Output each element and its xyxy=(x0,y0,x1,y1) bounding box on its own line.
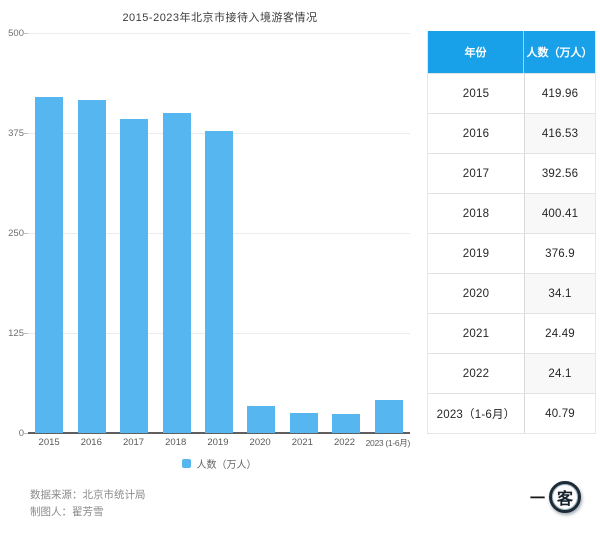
table-cell-count: 400.41 xyxy=(524,194,595,233)
bar-2017[interactable] xyxy=(120,118,149,433)
y-tick-label: 0 xyxy=(18,428,24,439)
table-row: 2018 400.41 xyxy=(428,193,595,233)
table-cell-count: 392.56 xyxy=(524,154,595,193)
bar-2022[interactable] xyxy=(332,413,361,433)
y-tick-label: 375 xyxy=(8,128,24,139)
table-header-count: 人数（万人） xyxy=(526,47,593,59)
table-cell-count: 416.53 xyxy=(524,114,595,153)
x-tick-label: 2021 xyxy=(291,437,313,448)
table-cell-year: 2017 xyxy=(462,167,490,180)
plot-area xyxy=(28,33,410,434)
data-source-text: 数据来源：北京市统计局 xyxy=(30,489,146,501)
table-cell-count: 34.1 xyxy=(524,274,595,313)
x-tick-label: 2017 xyxy=(122,437,145,448)
bar-2020[interactable] xyxy=(247,405,276,433)
table-cell-count: 419.96 xyxy=(524,74,595,113)
table-cell-year: 2022 xyxy=(462,367,490,380)
y-tick-mark xyxy=(23,33,28,34)
bar-group xyxy=(155,33,197,433)
bar-group xyxy=(70,33,112,433)
table-cell-year: 2019 xyxy=(462,247,490,260)
table-cell-year: 2023（1-6月） xyxy=(436,408,516,421)
y-tick-mark xyxy=(23,433,28,434)
table-body: 2015 419.96 2016 416.53 2017 392.56 2018 400.41… xyxy=(428,73,595,433)
chart-title: 2015-2023年北京市接待入境游客情况 xyxy=(122,12,318,24)
table-row: 2020 34.1 xyxy=(428,273,595,313)
table-cell-year: 2015 xyxy=(462,87,490,100)
bar-group xyxy=(240,33,282,433)
footer-credits: 数据来源：北京市统计局 制图人：翟芳雪 xyxy=(30,487,146,521)
legend-swatch xyxy=(181,459,191,468)
bar-group xyxy=(325,33,367,433)
bar-group xyxy=(113,33,155,433)
table-header-row: 年份 人数（万人） xyxy=(428,31,595,73)
bar-2015[interactable] xyxy=(35,97,64,433)
table-header-year: 年份 xyxy=(428,31,524,73)
bar-2018[interactable] xyxy=(162,112,191,433)
table-cell-year: 2020 xyxy=(462,287,490,300)
bar-group xyxy=(28,33,70,433)
y-tick-label: 250 xyxy=(8,228,24,239)
yike-logo: 一 客 xyxy=(530,481,582,513)
chart-legend: 人数（万人） xyxy=(28,456,410,471)
table-cell-year: 2021 xyxy=(462,327,490,340)
table-row: 2015 419.96 xyxy=(428,73,595,113)
gridline-0 xyxy=(28,432,410,434)
bar-chart: 2015-2023年北京市接待入境游客情况 2015 2016 2017 2018 20… xyxy=(8,12,411,471)
legend-label: 人数（万人） xyxy=(196,460,257,471)
table-cell-count: 376.9 xyxy=(524,234,595,273)
gridline-500 xyxy=(28,33,410,34)
table-row: 2019 376.9 xyxy=(428,233,595,273)
x-tick-label: 2016 xyxy=(80,437,102,448)
x-tick-label: 2019 xyxy=(207,437,229,448)
y-tick-label: 125 xyxy=(8,328,24,339)
table-cell-count: 24.1 xyxy=(524,354,595,393)
bar-2016[interactable] xyxy=(77,99,106,433)
logo-circle-glyph: 客 xyxy=(549,481,582,513)
data-table: 年份 人数（万人） 2015 419.96 2016 416.53 2017 392.56… xyxy=(427,31,596,434)
x-tick-label: 2022 xyxy=(333,437,356,448)
bar-group xyxy=(198,33,240,433)
bar-2021[interactable] xyxy=(289,413,318,433)
x-tick-label: 2023 (1-6月) xyxy=(365,438,411,448)
bar-2023 (1-6月)[interactable] xyxy=(374,400,403,433)
bar-group xyxy=(283,33,325,433)
table-row: 2023（1-6月） 40.79 xyxy=(428,393,595,433)
table-row: 2016 416.53 xyxy=(428,113,595,153)
table-row: 2022 24.1 xyxy=(428,353,595,393)
table-cell-count: 40.79 xyxy=(524,394,595,433)
bar-group xyxy=(368,33,410,433)
table-cell-count: 24.49 xyxy=(524,314,595,353)
table-cell-year: 2016 xyxy=(462,127,490,140)
author-text: 制图人：翟芳雪 xyxy=(30,506,104,518)
x-axis-labels: 2015 2016 2017 2018 2019 2020 2021 2022 2023 (1-… xyxy=(28,437,411,449)
y-tick-label: 500 xyxy=(8,28,24,39)
x-tick-label: 2018 xyxy=(165,437,187,448)
bars-container xyxy=(28,33,410,433)
y-tick-mark xyxy=(23,133,28,134)
bar-2019[interactable] xyxy=(204,131,233,433)
x-tick-label: 2020 xyxy=(249,437,271,448)
logo-dash-glyph: 一 xyxy=(530,489,546,507)
table-row: 2021 24.49 xyxy=(428,313,595,353)
y-tick-mark xyxy=(23,233,28,234)
y-tick-mark xyxy=(23,333,28,334)
table-row: 2017 392.56 xyxy=(428,153,595,193)
x-tick-label: 2015 xyxy=(38,437,60,448)
table-cell-year: 2018 xyxy=(462,207,490,220)
